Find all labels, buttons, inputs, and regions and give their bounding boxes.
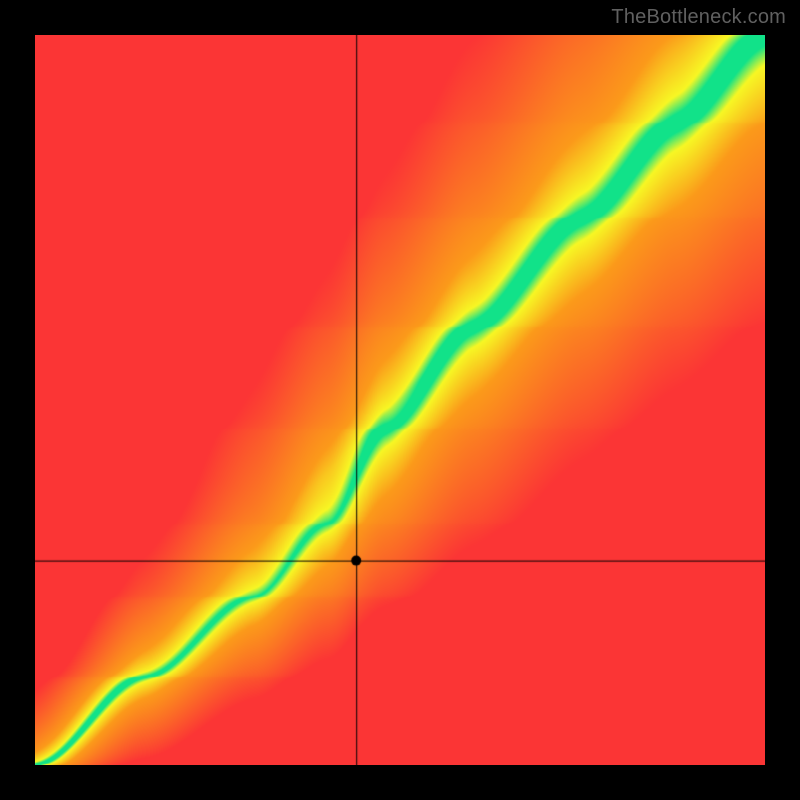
heatmap-plot xyxy=(35,35,765,765)
chart-container: TheBottleneck.com xyxy=(0,0,800,800)
heatmap-canvas xyxy=(35,35,765,765)
watermark-text: TheBottleneck.com xyxy=(611,6,786,29)
